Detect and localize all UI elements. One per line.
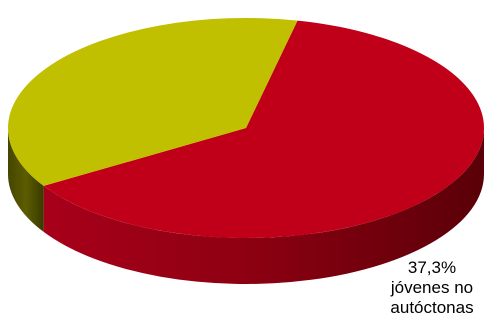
slice-data-label: 37,3% jóvenes no autóctonas [378,258,486,318]
pie-slice-2 [8,17,298,186]
pie-sides [8,128,485,284]
slice-category-label-line-2: autóctonas [390,298,474,317]
pie-slice-1 [43,20,485,239]
slice-category-label-line-1: jóvenes no [390,278,474,297]
pie-tops [8,17,485,239]
slice-value-label: 37,3% [407,258,457,277]
pie-slice-side-1 [43,128,485,284]
pie-slice-side-2 [8,128,44,232]
